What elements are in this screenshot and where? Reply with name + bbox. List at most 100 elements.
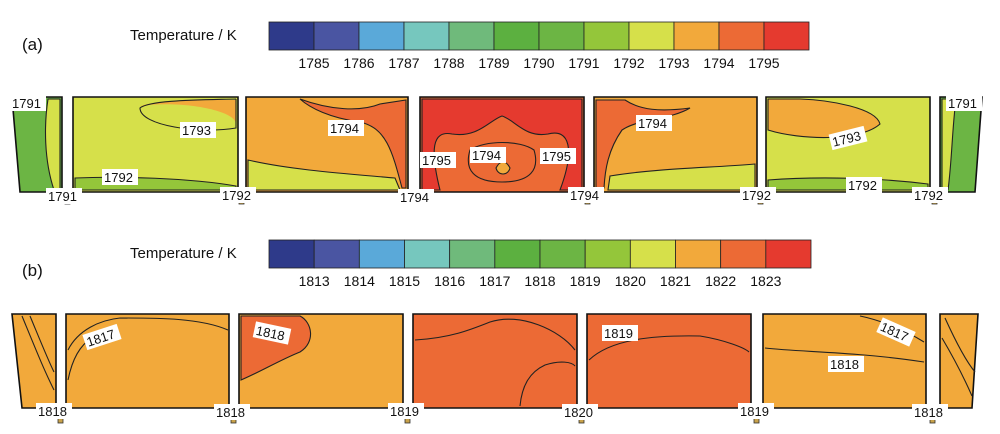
colorbar-segment xyxy=(584,239,631,269)
colorbar-segment xyxy=(268,21,315,51)
svg-text:1818: 1818 xyxy=(830,357,859,372)
colorbar-tick-label: 1813 xyxy=(299,273,330,289)
contour-label: 1794 xyxy=(568,187,604,203)
colorbar-segment xyxy=(358,239,405,269)
svg-text:1791: 1791 xyxy=(48,189,77,204)
svg-text:1792: 1792 xyxy=(848,178,877,193)
contour-label: 1792 xyxy=(102,169,138,185)
svg-text:1792: 1792 xyxy=(914,188,943,203)
panel-b-label: (b) xyxy=(22,261,43,280)
colorbar-segment xyxy=(538,21,585,51)
contour-label: 1795 xyxy=(420,152,456,168)
svg-text:1819: 1819 xyxy=(740,404,769,419)
contour-label: 1818 xyxy=(828,356,864,372)
colorbar-segment xyxy=(493,21,540,51)
colorbar-tick-label: 1787 xyxy=(388,55,419,71)
colorbar-tick-label: 1814 xyxy=(344,273,375,289)
colorbar-tick-label: 1815 xyxy=(389,273,420,289)
panel-b-colorbar: 1813 1814 1815 1816 1817 1818 1819 1820 1821 1822… xyxy=(268,239,812,289)
panel-a-outlets xyxy=(64,195,938,205)
panel-b-outlets xyxy=(57,413,936,424)
contour-label: 1795 xyxy=(540,148,576,164)
colorbar-segment xyxy=(675,239,722,269)
colorbar-segment xyxy=(268,239,315,269)
svg-text:1818: 1818 xyxy=(255,323,286,344)
svg-text:1792: 1792 xyxy=(104,170,133,185)
panel-b-contour-s3-1 xyxy=(414,318,576,351)
colorbar-segment xyxy=(718,21,765,51)
panel-a-contour-s2-plume xyxy=(299,98,407,189)
colorbar-tick-label: 1795 xyxy=(748,55,779,71)
contour-label: 1794 xyxy=(470,147,506,163)
contour-label: 1818 xyxy=(36,403,72,419)
svg-text:1795: 1795 xyxy=(542,149,571,164)
svg-text:1818: 1818 xyxy=(38,404,67,419)
contour-label: 1818 xyxy=(912,404,948,420)
svg-text:1819: 1819 xyxy=(604,326,633,341)
panel-b-contours xyxy=(21,315,976,407)
panel-b-contour-s1-1 xyxy=(67,317,229,351)
colorbar-segment xyxy=(628,21,675,51)
colorbar-tick-label: 1819 xyxy=(570,273,601,289)
panel-b-section-right-wedge xyxy=(939,313,979,409)
colorbar-segment xyxy=(539,239,586,269)
contour-label: 1792 xyxy=(846,177,882,193)
colorbar-tick-label: 1821 xyxy=(660,273,691,289)
contour-label: 1791 xyxy=(46,188,82,204)
colorbar-tick-label: 1794 xyxy=(703,55,734,71)
colorbar-tick-label: 1792 xyxy=(613,55,644,71)
panel-b-section-1 xyxy=(65,313,230,409)
colorbar-tick-label: 1816 xyxy=(434,273,465,289)
colorbar-tick-label: 1785 xyxy=(298,55,329,71)
panel-b-colorbar-title: Temperature / K xyxy=(130,245,237,262)
contour-label: 1818 xyxy=(252,321,292,345)
svg-text:1794: 1794 xyxy=(472,148,501,163)
colorbar-segment xyxy=(449,239,496,269)
panel-a-contour-s1-lobe xyxy=(140,100,236,124)
panel-b-contour-s3-2 xyxy=(519,361,576,407)
contour-label: 1820 xyxy=(562,404,598,420)
contour-label: 1819 xyxy=(738,403,774,419)
colorbar-tick-label: 1817 xyxy=(479,273,510,289)
contour-label: 1791 xyxy=(946,95,982,111)
contour-label: 1819 xyxy=(388,403,424,419)
contour-label: 1819 xyxy=(602,325,638,341)
panel-b-contour-s5-1 xyxy=(764,347,925,363)
colorbar-segment xyxy=(763,21,810,51)
svg-text:1793: 1793 xyxy=(831,128,863,150)
panel-b-contour-left-wedge-1 xyxy=(29,315,55,373)
colorbar-tick-label: 1823 xyxy=(750,273,781,289)
panel-b-contour-left-wedge-2 xyxy=(21,315,55,391)
colorbar-tick-label: 1818 xyxy=(524,273,555,289)
svg-text:1794: 1794 xyxy=(400,190,429,205)
contour-label: 1793 xyxy=(180,122,216,138)
svg-text:1820: 1820 xyxy=(564,405,593,420)
colorbar-segment xyxy=(313,21,360,51)
svg-text:1791: 1791 xyxy=(948,96,977,111)
colorbar-segment xyxy=(403,21,450,51)
contour-label: 1794 xyxy=(398,189,434,205)
panel-b: (b) Temperature / K 1813 1814 1815 1816 1817… xyxy=(11,239,979,424)
colorbar-segment xyxy=(448,21,495,51)
colorbar-segment xyxy=(358,21,405,51)
colorbar-segment xyxy=(583,21,630,51)
contour-label: 1792 xyxy=(912,187,948,203)
svg-text:1793: 1793 xyxy=(182,123,211,138)
colorbar-tick-label: 1820 xyxy=(615,273,646,289)
panel-a-contour-s5-lobe xyxy=(767,98,881,139)
panel-b-contour-labels: 1817 1818 1819 1817 1818 1818 1818 1819 … xyxy=(36,317,948,420)
panel-a-colorbar-title: Temperature / K xyxy=(130,27,237,44)
svg-text:1794: 1794 xyxy=(570,188,599,203)
colorbar-segment xyxy=(404,239,451,269)
colorbar-segment xyxy=(313,239,360,269)
colorbar-tick-label: 1786 xyxy=(343,55,374,71)
colorbar-tick-label: 1788 xyxy=(433,55,464,71)
panel-a-label: (a) xyxy=(22,35,43,54)
colorbar-tick-label: 1793 xyxy=(658,55,689,71)
panel-b-section-3 xyxy=(412,313,578,409)
panel-a: (a) Temperature / K 1785 1786 1787 1788 1789… xyxy=(10,21,983,205)
panel-a-colorbar: 1785 1786 1787 1788 1789 1790 1791 1792 1793 1794… xyxy=(268,21,810,71)
panel-a-contour-s4-bottom xyxy=(607,163,756,191)
colorbar-segment xyxy=(673,21,720,51)
